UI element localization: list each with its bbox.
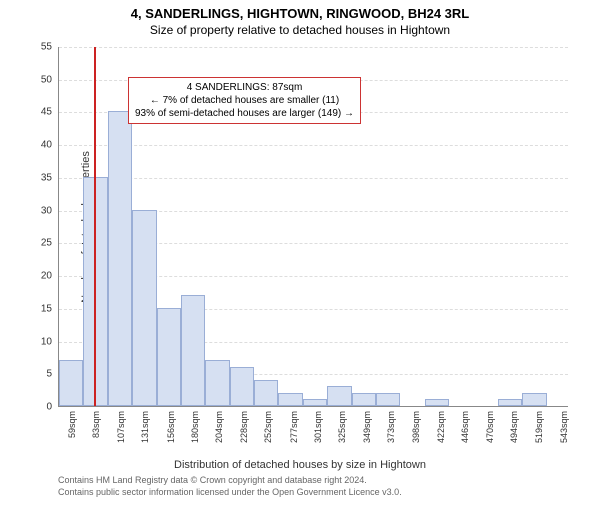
y-tick-label: 0 [28,402,52,413]
histogram-bar [83,177,107,406]
copyright-line2: Contains public sector information licen… [58,487,600,499]
annotation-line-smaller: ← 7% of detached houses are smaller (11) [135,94,354,107]
x-tick-label: 398sqm [411,411,421,443]
copyright-block: Contains HM Land Registry data © Crown c… [58,475,600,498]
x-tick-label: 131sqm [140,411,150,443]
x-tick-label: 228sqm [239,411,249,443]
histogram-bar [352,393,376,406]
y-tick-label: 35 [28,172,52,183]
y-tick-label: 50 [28,74,52,85]
x-tick-label: 373sqm [386,411,396,443]
chart-container: Number of detached properties 4 SANDERLI… [58,47,568,407]
histogram-bar [425,399,449,406]
histogram-bar [327,386,351,406]
copyright-line1: Contains HM Land Registry data © Crown c… [58,475,600,487]
histogram-bar [205,360,229,406]
y-tick-label: 10 [28,336,52,347]
histogram-bar [157,308,181,406]
histogram-bar [498,399,522,406]
annotation-line-property: 4 SANDERLINGS: 87sqm [135,81,354,94]
histogram-bar [254,380,278,406]
histogram-bar [59,360,83,406]
histogram-bar [108,111,132,406]
y-tick-label: 30 [28,205,52,216]
x-tick-label: 519sqm [534,411,544,443]
x-tick-label: 107sqm [116,411,126,443]
annotation-box: 4 SANDERLINGS: 87sqm ← 7% of detached ho… [128,77,361,124]
y-tick-label: 15 [28,303,52,314]
gridline [59,145,568,146]
x-tick-label: 301sqm [313,411,323,443]
x-tick-label: 59sqm [67,411,77,438]
annotation-line-larger: 93% of semi-detached houses are larger (… [135,107,354,120]
histogram-bar [278,393,302,406]
y-tick-label: 5 [28,369,52,380]
x-tick-label: 204sqm [214,411,224,443]
histogram-bar [230,367,254,406]
x-tick-label: 252sqm [263,411,273,443]
gridline [59,178,568,179]
x-tick-label: 446sqm [460,411,470,443]
x-tick-label: 277sqm [289,411,299,443]
y-tick-label: 20 [28,271,52,282]
x-tick-label: 83sqm [91,411,101,438]
y-tick-label: 25 [28,238,52,249]
y-tick-label: 45 [28,107,52,118]
x-tick-label: 470sqm [485,411,495,443]
chart-title-subtitle: Size of property relative to detached ho… [0,23,600,37]
x-tick-label: 325sqm [337,411,347,443]
x-tick-label: 349sqm [362,411,372,443]
gridline [59,47,568,48]
histogram-bar [376,393,400,406]
histogram-bar [303,399,327,406]
x-axis-label: Distribution of detached houses by size … [0,459,600,471]
x-tick-label: 543sqm [559,411,569,443]
x-tick-label: 180sqm [190,411,200,443]
y-tick-label: 40 [28,140,52,151]
x-tick-label: 422sqm [436,411,446,443]
property-marker-line [94,47,96,406]
histogram-bar [132,210,156,406]
histogram-bar [181,295,205,406]
histogram-bar [522,393,546,406]
x-tick-label: 494sqm [509,411,519,443]
y-tick-label: 55 [28,42,52,53]
x-tick-label: 156sqm [166,411,176,443]
chart-title-address: 4, SANDERLINGS, HIGHTOWN, RINGWOOD, BH24… [0,6,600,21]
